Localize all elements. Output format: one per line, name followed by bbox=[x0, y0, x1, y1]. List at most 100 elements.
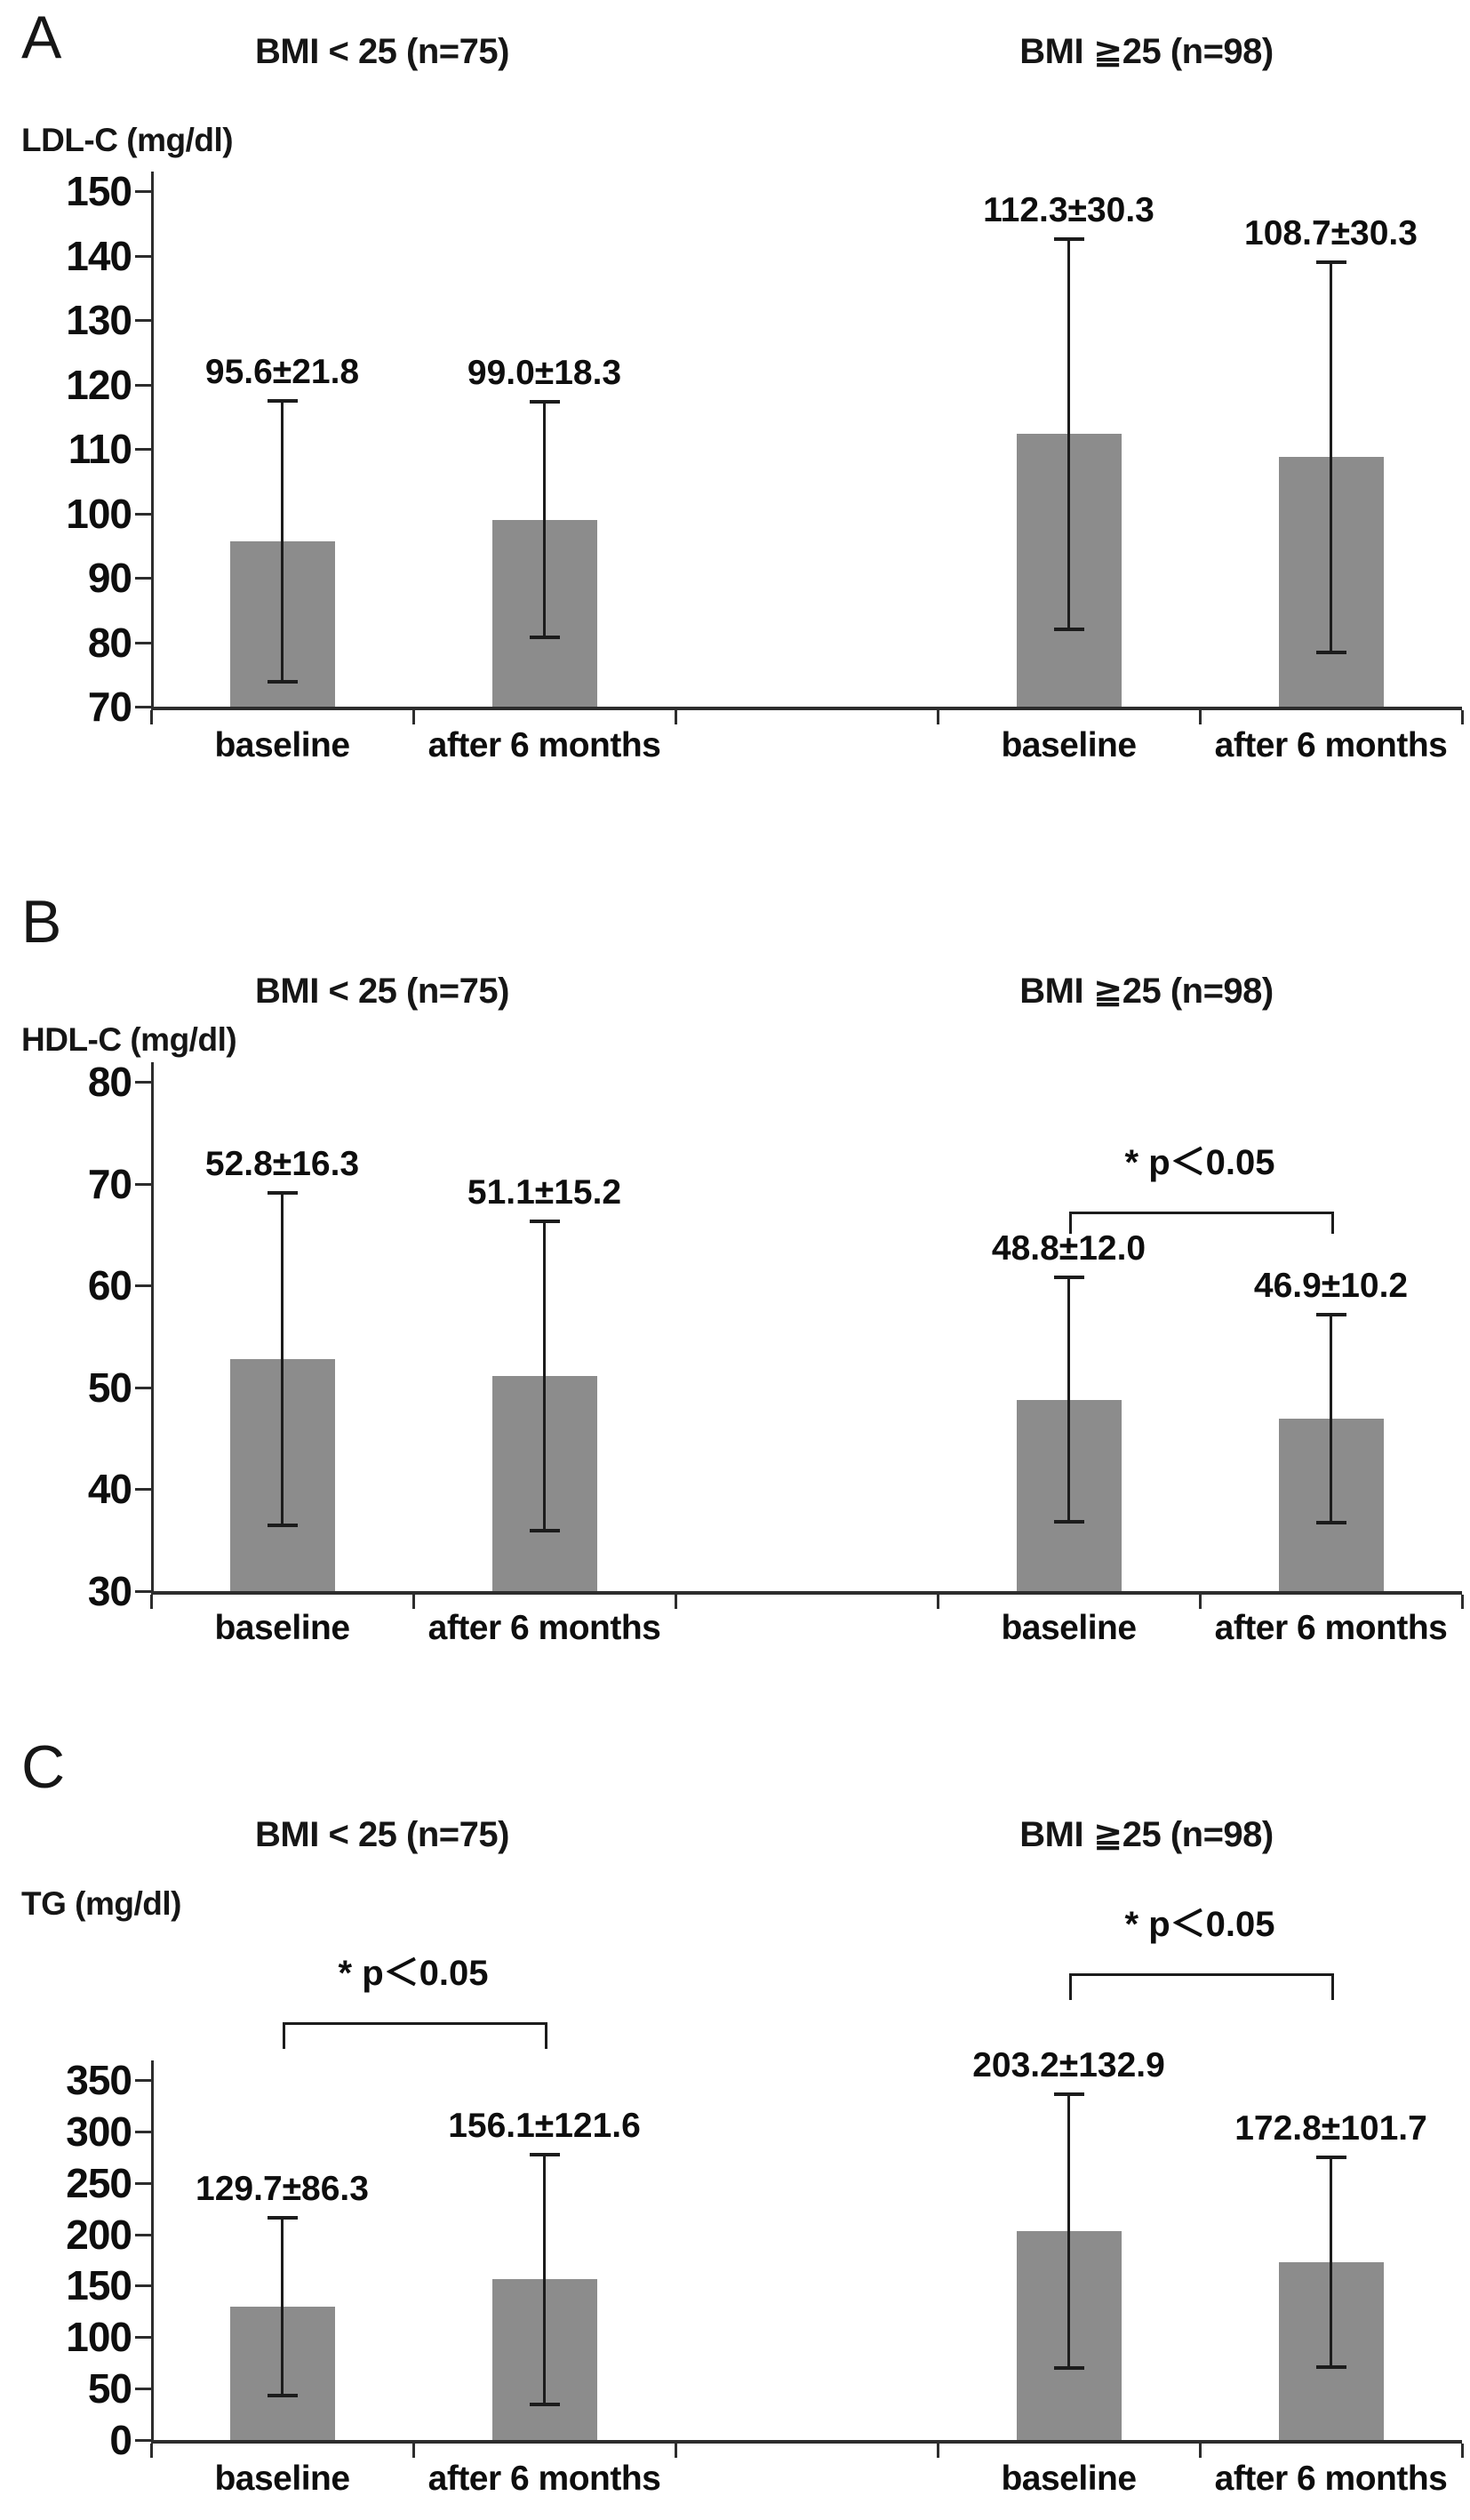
x-axis-tick bbox=[937, 2444, 939, 2458]
error-bar bbox=[1330, 261, 1332, 653]
error-bar-cap-top bbox=[1315, 260, 1346, 264]
error-bar-cap-top bbox=[267, 399, 298, 404]
value-label-mean-sd: 48.8±12.0 bbox=[991, 1229, 1146, 1268]
significance-label: * p＜0.05 bbox=[1124, 1143, 1275, 1182]
x-axis-line bbox=[151, 2440, 1462, 2444]
value-label-mean-sd: 203.2±132.9 bbox=[972, 2046, 1165, 2085]
error-bar bbox=[543, 2154, 546, 2405]
error-bar-cap-bottom bbox=[1053, 628, 1084, 631]
y-axis-tick-label: 50 bbox=[87, 1364, 132, 1411]
error-bar-cap-top bbox=[1315, 1313, 1346, 1317]
y-axis-tick-label: 100 bbox=[66, 2314, 132, 2361]
x-axis-tick bbox=[1461, 2444, 1464, 2458]
error-bar-cap-bottom bbox=[1315, 2364, 1346, 2369]
y-axis-tick-label: 50 bbox=[87, 2365, 132, 2412]
y-axis-tick bbox=[135, 641, 151, 644]
y-axis-tick-label: 150 bbox=[66, 168, 132, 214]
y-axis-tick bbox=[135, 2079, 151, 2082]
x-category-label: baseline bbox=[1001, 1609, 1137, 1647]
value-label-mean-sd: 108.7±30.3 bbox=[1244, 213, 1418, 252]
x-category-label: after 6 months bbox=[427, 2460, 661, 2498]
significance-label: * p＜0.05 bbox=[1124, 1905, 1275, 1944]
x-axis-line bbox=[151, 707, 1462, 710]
x-category-label: baseline bbox=[214, 726, 350, 764]
group-title-bmi-under-25: BMI < 25 (n=75) bbox=[255, 32, 509, 71]
y-axis-tick bbox=[135, 1386, 151, 1389]
value-label-mean-sd: 51.1±15.2 bbox=[467, 1173, 622, 1212]
y-axis-tick-label: 140 bbox=[66, 232, 132, 279]
x-axis-tick bbox=[150, 710, 153, 724]
x-category-label: baseline bbox=[1001, 2460, 1137, 2498]
y-axis-tick-label: 130 bbox=[66, 297, 132, 343]
y-axis-tick-label: 90 bbox=[87, 555, 132, 601]
error-bar bbox=[1330, 2157, 1332, 2367]
error-bar bbox=[281, 2218, 284, 2396]
panel-letter: B bbox=[21, 888, 62, 956]
y-axis-line bbox=[151, 2060, 154, 2444]
y-axis-tick bbox=[135, 1182, 151, 1186]
error-bar-cap-top bbox=[529, 400, 560, 404]
x-category-label: baseline bbox=[1001, 726, 1137, 764]
y-axis-unit-label: LDL-C (mg/dl) bbox=[21, 122, 234, 158]
y-axis-tick bbox=[135, 319, 151, 322]
y-axis-tick bbox=[135, 2233, 151, 2236]
error-bar-cap-bottom bbox=[529, 2403, 560, 2407]
x-axis-tick bbox=[1461, 710, 1464, 724]
error-bar-cap-top bbox=[1053, 1276, 1084, 1280]
error-bar-cap-top bbox=[1053, 2092, 1084, 2097]
error-bar-cap-bottom bbox=[267, 2393, 298, 2397]
y-axis-tick bbox=[135, 2284, 151, 2288]
y-axis-unit-label: TG (mg/dl) bbox=[21, 1885, 181, 1922]
x-axis-tick bbox=[1461, 1595, 1464, 1609]
error-bar bbox=[281, 1192, 284, 1525]
y-axis-tick-label: 110 bbox=[68, 426, 132, 472]
x-axis-tick bbox=[412, 710, 415, 724]
error-bar-cap-top bbox=[529, 2152, 560, 2156]
value-label-mean-sd: 46.9±10.2 bbox=[1253, 1267, 1409, 1306]
y-axis-tick-label: 40 bbox=[87, 1466, 132, 1513]
x-category-label: after 6 months bbox=[1214, 726, 1448, 764]
error-bar-cap-bottom bbox=[1315, 1521, 1346, 1525]
y-axis-tick bbox=[135, 2181, 151, 2185]
error-bar-cap-bottom bbox=[1053, 2365, 1084, 2370]
y-axis-tick bbox=[135, 512, 151, 516]
error-bar-cap-bottom bbox=[529, 1529, 560, 1533]
y-axis-tick bbox=[135, 190, 151, 193]
panel-letter: A bbox=[21, 4, 62, 71]
y-axis-tick-label: 30 bbox=[87, 1568, 132, 1614]
y-axis-tick bbox=[135, 383, 151, 387]
x-axis-tick bbox=[150, 2444, 153, 2458]
y-axis-tick bbox=[135, 1081, 151, 1084]
significance-label: * p＜0.05 bbox=[338, 1954, 489, 1993]
y-axis-tick-label: 80 bbox=[87, 619, 132, 666]
value-label-mean-sd: 95.6±21.8 bbox=[204, 353, 360, 392]
y-axis-tick-label: 60 bbox=[87, 1262, 132, 1309]
x-axis-tick bbox=[937, 1595, 939, 1609]
y-axis-tick bbox=[135, 2388, 151, 2391]
y-axis-tick-label: 70 bbox=[87, 1160, 132, 1207]
y-axis-tick-label: 80 bbox=[87, 1059, 132, 1105]
value-label-mean-sd: 99.0±18.3 bbox=[467, 354, 622, 393]
x-axis-tick bbox=[412, 2444, 415, 2458]
error-bar bbox=[1067, 2094, 1070, 2368]
value-label-mean-sd: 52.8±16.3 bbox=[204, 1145, 360, 1184]
significance-bracket bbox=[1068, 1212, 1334, 1234]
error-bar-cap-top bbox=[529, 1220, 560, 1223]
y-axis-line bbox=[151, 172, 154, 710]
x-category-label: after 6 months bbox=[1214, 2460, 1448, 2498]
significance-bracket bbox=[1068, 1973, 1334, 2000]
value-label-mean-sd: 112.3±30.3 bbox=[983, 190, 1154, 229]
x-axis-tick bbox=[937, 710, 939, 724]
y-axis-line bbox=[151, 1062, 154, 1595]
error-bar bbox=[1067, 1277, 1070, 1523]
y-axis-unit-label: HDL-C (mg/dl) bbox=[21, 1021, 237, 1058]
error-bar bbox=[281, 401, 284, 683]
value-label-mean-sd: 172.8±101.7 bbox=[1234, 2109, 1427, 2148]
panel-ldl-c: A BMI < 25 (n=75) BMI ≧25 (n=98) LDL-C (… bbox=[0, 0, 1470, 840]
x-category-label: baseline bbox=[214, 2460, 350, 2498]
error-bar bbox=[543, 1221, 546, 1532]
error-bar bbox=[1330, 1315, 1332, 1524]
group-title-bmi-under-25: BMI < 25 (n=75) bbox=[255, 972, 509, 1011]
y-axis-tick bbox=[135, 1284, 151, 1288]
